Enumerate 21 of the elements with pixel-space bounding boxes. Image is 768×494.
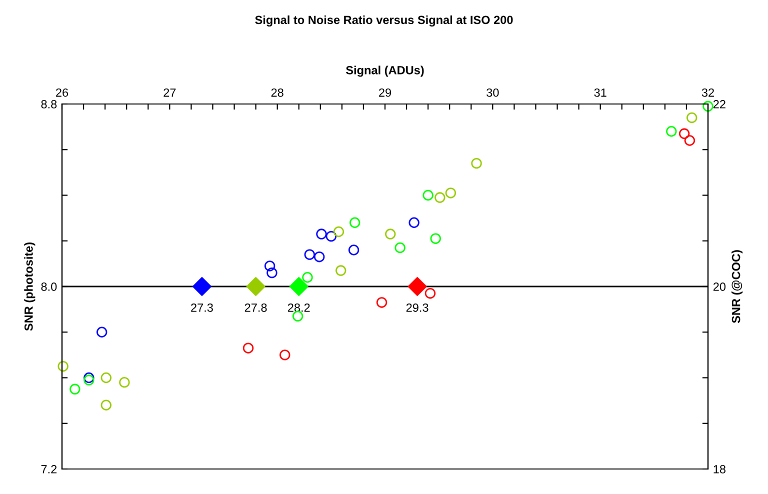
x-tick-label: 29 [379,88,392,97]
y2-axis-title: SNR (@COC) [732,250,743,324]
annotation: 29.3 [406,303,428,312]
y-tick-label: 8.8 [41,100,57,108]
x-tick-label: 32 [702,88,714,97]
annotation: 27.8 [244,303,267,312]
x-tick-label: 31 [594,88,606,97]
y2-tick-label: 18 [714,465,726,474]
x-tick-label: 28 [271,88,284,97]
y2-tick-label: 20 [713,282,726,291]
y2-tick-label: 22 [713,100,726,108]
x-tick-label: 27 [164,88,176,97]
y-tick-label: 7.2 [41,465,57,474]
chart-title: Signal to Noise Ratio versus Signal at ISO 200 [255,15,513,26]
x-axis-title: Signal (ADUs) [346,66,424,77]
y-axis-title: SNR (photosite) [24,242,36,331]
x-tick-label: 30 [486,88,499,97]
x-tick-label: 26 [56,88,68,97]
y-tick-label: 8.0 [41,282,57,291]
annotation: 27.3 [191,303,213,312]
annotation: 28.2 [288,303,310,312]
